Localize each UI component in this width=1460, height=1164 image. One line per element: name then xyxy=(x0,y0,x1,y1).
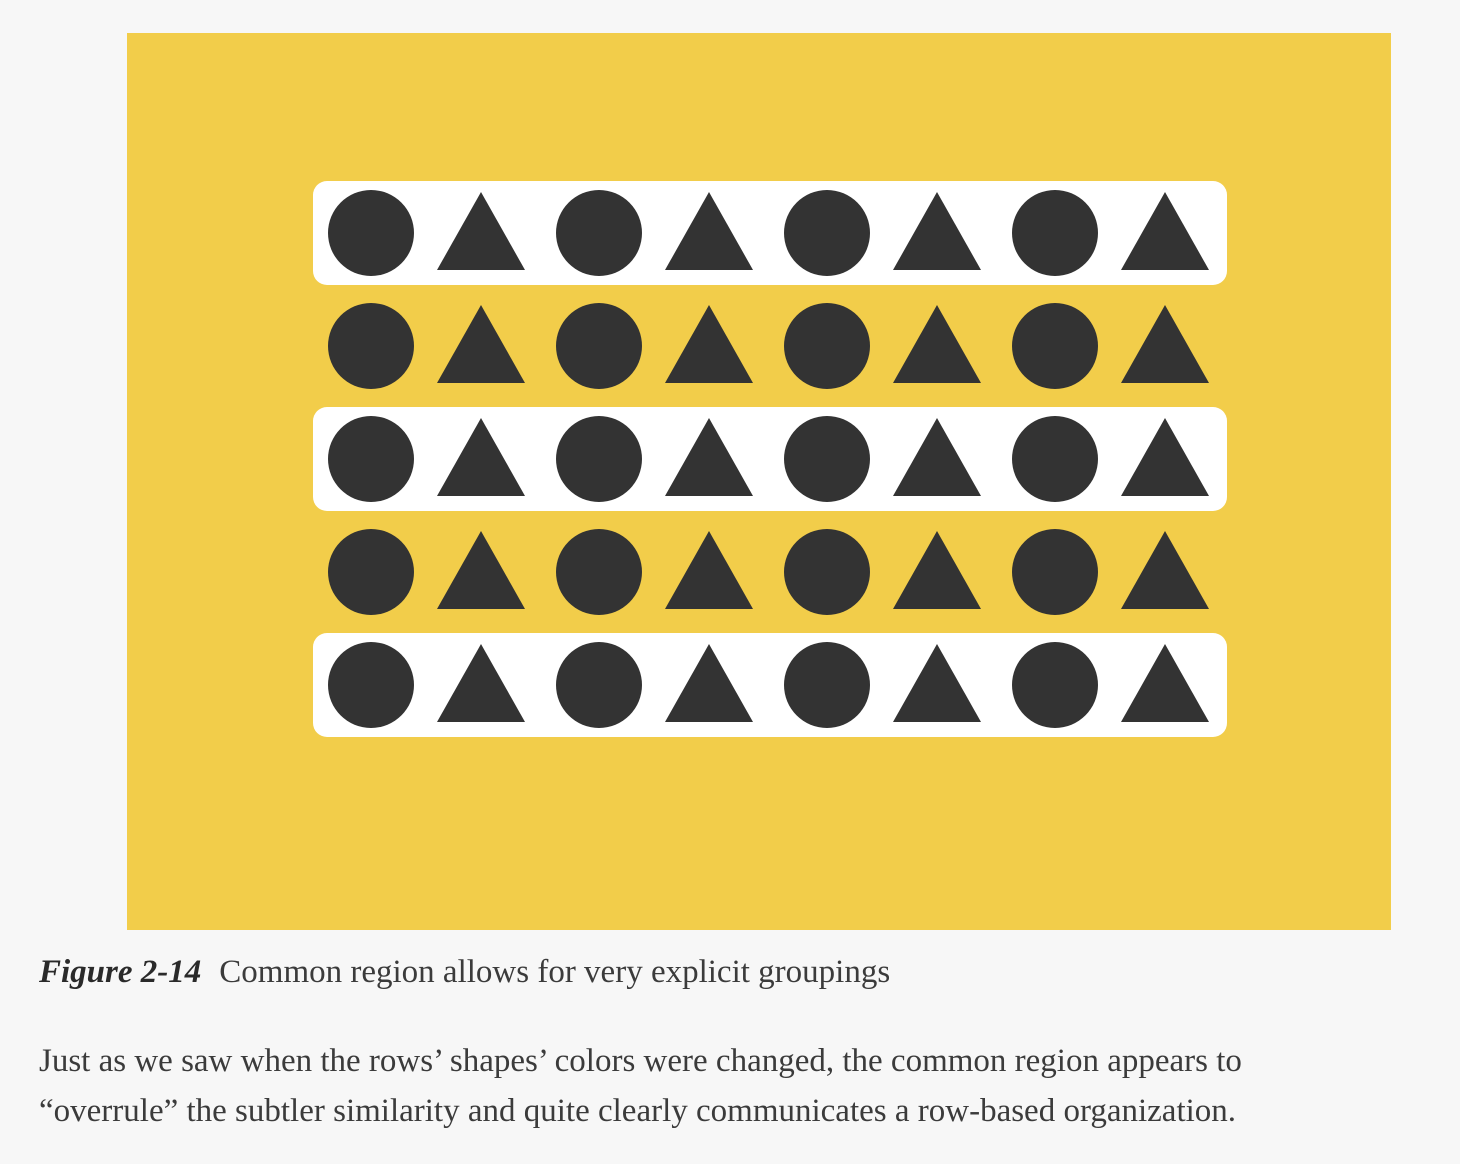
circle-shape xyxy=(1012,529,1098,615)
shape-row-3 xyxy=(313,407,1227,511)
shape-row-2 xyxy=(328,303,1209,389)
shape-row-5 xyxy=(313,633,1227,737)
triangle-shape xyxy=(893,644,981,722)
circle-shape xyxy=(784,190,870,276)
triangle-shape xyxy=(1121,192,1209,270)
circle-shape xyxy=(1012,416,1098,502)
circle-shape xyxy=(328,190,414,276)
figure-label: Figure 2-14 xyxy=(39,954,202,990)
circle-shape xyxy=(328,303,414,389)
triangle-shape xyxy=(893,418,981,496)
circle-shape xyxy=(556,416,642,502)
figure-caption: Figure 2-14 Common region allows for very… xyxy=(39,954,890,991)
triangle-shape xyxy=(1121,644,1209,722)
circle-shape xyxy=(556,303,642,389)
circle-shape xyxy=(784,303,870,389)
triangle-shape xyxy=(665,644,753,722)
triangle-shape xyxy=(1121,418,1209,496)
triangle-shape xyxy=(1121,531,1209,609)
circle-shape xyxy=(328,529,414,615)
figure-caption-text: Common region allows for very explicit g… xyxy=(219,954,891,990)
common-region-5 xyxy=(313,633,1227,737)
triangle-shape xyxy=(437,644,525,722)
circle-shape xyxy=(1012,190,1098,276)
shape-row-4 xyxy=(328,529,1209,615)
figure-panel xyxy=(127,33,1391,930)
circle-shape xyxy=(1012,642,1098,728)
circle-shape xyxy=(556,190,642,276)
triangle-shape xyxy=(437,418,525,496)
common-region-3 xyxy=(313,407,1227,511)
circle-shape xyxy=(784,642,870,728)
triangle-shape xyxy=(1121,305,1209,383)
circle-shape xyxy=(328,642,414,728)
triangle-shape xyxy=(893,192,981,270)
circle-shape xyxy=(784,529,870,615)
body-paragraph: Just as we saw when the rows’ shapes’ co… xyxy=(39,1036,1439,1136)
body-line-1: Just as we saw when the rows’ shapes’ co… xyxy=(39,1043,1242,1079)
triangle-shape xyxy=(893,305,981,383)
triangle-shape xyxy=(665,305,753,383)
circle-shape xyxy=(784,416,870,502)
triangle-shape xyxy=(665,192,753,270)
circle-shape xyxy=(328,416,414,502)
body-line-2: “overrule” the subtler similarity and qu… xyxy=(39,1093,1237,1129)
circle-shape xyxy=(556,642,642,728)
shape-row-1 xyxy=(313,181,1227,285)
triangle-shape xyxy=(437,192,525,270)
triangle-shape xyxy=(437,531,525,609)
triangle-shape xyxy=(665,418,753,496)
circle-shape xyxy=(1012,303,1098,389)
common-region-1 xyxy=(313,181,1227,285)
figure-illustration xyxy=(313,181,1227,737)
triangle-shape xyxy=(437,305,525,383)
triangle-shape xyxy=(893,531,981,609)
circle-shape xyxy=(556,529,642,615)
triangle-shape xyxy=(665,531,753,609)
